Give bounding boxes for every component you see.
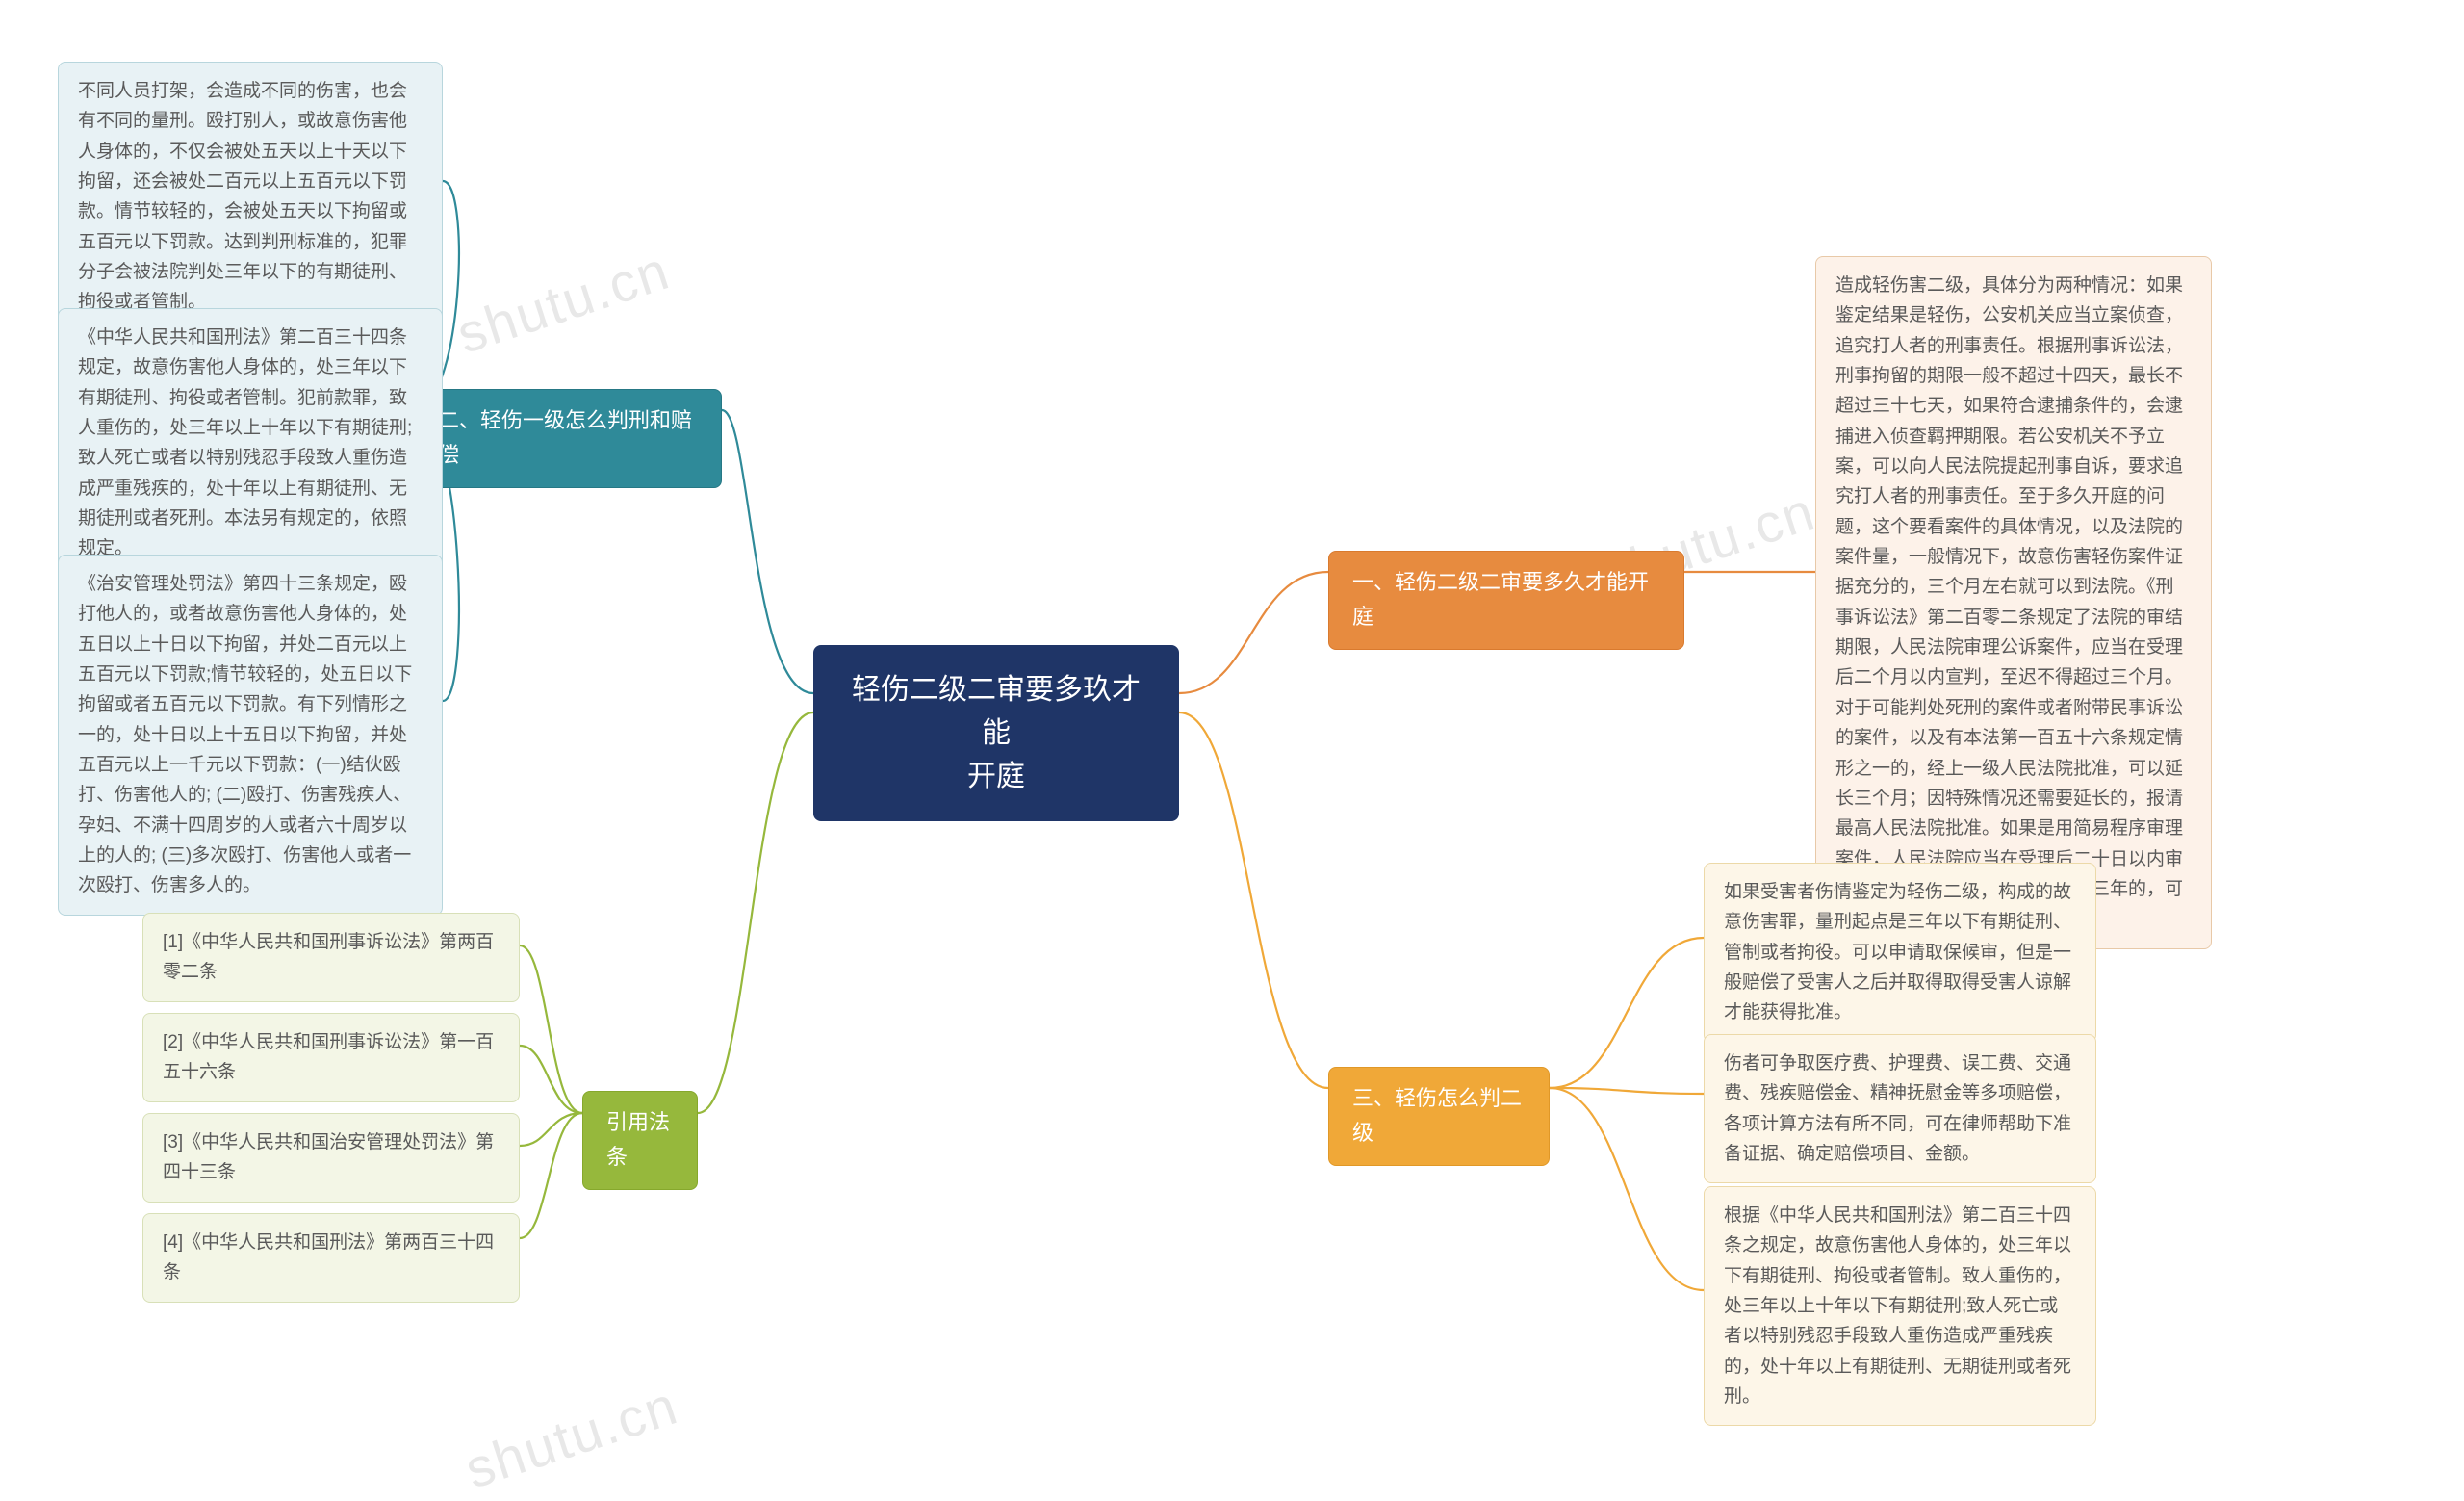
branch2-leaf-1[interactable]: 《中华人民共和国刑法》第二百三十四条规定，故意伤害他人身体的，处三年以下有期徒刑… <box>58 308 443 579</box>
branch4-leaf-2[interactable]: [3]《中华人民共和国治安管理处罚法》第四十三条 <box>142 1113 520 1203</box>
watermark: shutu.cn <box>458 1373 686 1500</box>
branch3-leaf-0[interactable]: 如果受害者伤情鉴定为轻伤二级，构成的故意伤害罪，量刑起点是三年以下有期徒刑、管制… <box>1704 863 2096 1043</box>
branch4-leaf-3[interactable]: [4]《中华人民共和国刑法》第两百三十四条 <box>142 1213 520 1303</box>
branch3-leaf-1[interactable]: 伤者可争取医疗费、护理费、误工费、交通费、残疾赔偿金、精神抚慰金等多项赔偿，各项… <box>1704 1034 2096 1183</box>
branch4-leaf-1[interactable]: [2]《中华人民共和国刑事诉讼法》第一百五十六条 <box>142 1013 520 1102</box>
center-node[interactable]: 轻伤二级二审要多玖才能 开庭 <box>813 645 1179 821</box>
branch2-leaf-2[interactable]: 《治安管理处罚法》第四十三条规定，殴打他人的，或者故意伤害他人身体的，处五日以上… <box>58 555 443 916</box>
branch4-node[interactable]: 引用法条 <box>582 1091 698 1190</box>
branch2-leaf-0[interactable]: 不同人员打架，会造成不同的伤害，也会有不同的量刑。殴打别人，或故意伤害他人身体的… <box>58 62 443 332</box>
branch2-node[interactable]: 二、轻伤一级怎么判刑和赔偿 <box>414 389 722 488</box>
branch4-leaf-0[interactable]: [1]《中华人民共和国刑事诉讼法》第两百零二条 <box>142 913 520 1002</box>
branch1-node[interactable]: 一、轻伤二级二审要多久才能开庭 <box>1328 551 1684 650</box>
branch3-leaf-2[interactable]: 根据《中华人民共和国刑法》第二百三十四条之规定，故意伤害他人身体的，处三年以下有… <box>1704 1186 2096 1426</box>
branch3-node[interactable]: 三、轻伤怎么判二级 <box>1328 1067 1550 1166</box>
branch1-leaf-0[interactable]: 造成轻伤害二级，具体分为两种情况：如果鉴定结果是轻伤，公安机关应当立案侦查，追究… <box>1815 256 2212 949</box>
